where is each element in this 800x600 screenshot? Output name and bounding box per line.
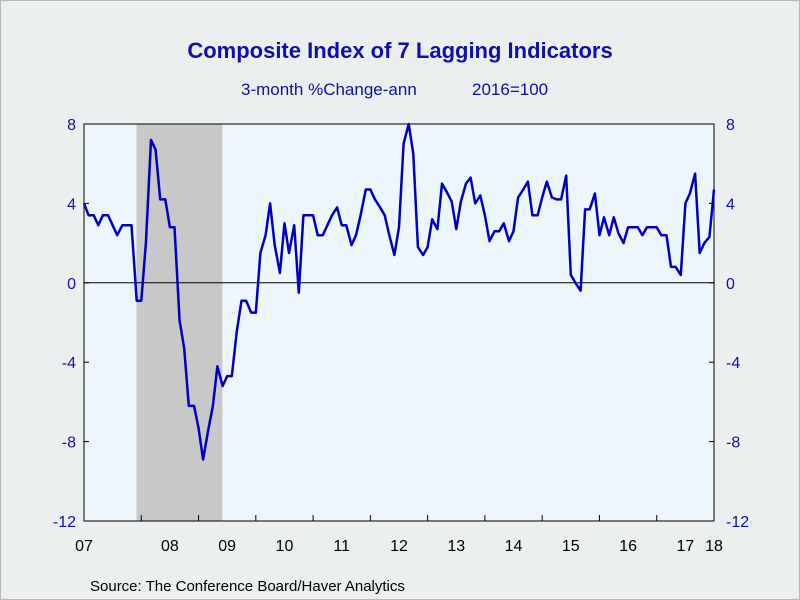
x-tick-label: 07 (75, 538, 93, 555)
x-tick-label: 10 (276, 538, 294, 555)
chart-title: Composite Index of 7 Lagging Indicators (187, 38, 613, 63)
x-tick-label: 12 (390, 538, 408, 555)
y-tick-label-left: 0 (67, 276, 76, 293)
x-tick-label: 15 (562, 538, 580, 555)
x-tick-label: 09 (218, 538, 236, 555)
y-tick-label-right: 4 (726, 196, 735, 213)
plot-border (83, 123, 715, 522)
x-tick-label: 13 (447, 538, 465, 555)
y-tick-label-right: -8 (726, 435, 740, 452)
x-tick-label: 16 (619, 538, 637, 555)
x-tick-label: 14 (505, 538, 523, 555)
y-tick-label-left: -4 (62, 355, 76, 372)
y-tick-label-left: -12 (53, 514, 76, 531)
y-tick-label-right: -12 (726, 514, 749, 531)
series-line (82, 122, 716, 461)
chart-subtitle-measure: 3-month %Change-ann (241, 80, 417, 99)
x-tick-label: 11 (333, 538, 350, 555)
chart-subtitle-base: 2016=100 (472, 80, 549, 99)
x-tick-label: 17 (676, 538, 694, 555)
y-tick-label-left: -8 (62, 435, 76, 452)
chart-source: Source: The Conference Board/Haver Analy… (90, 578, 405, 595)
y-tick-label-left: 8 (67, 117, 76, 134)
x-tick-label: 08 (161, 538, 179, 555)
y-tick-label-right: 0 (726, 276, 735, 293)
y-tick-label-right: -4 (726, 355, 740, 372)
x-tick-label: 18 (705, 538, 723, 555)
y-tick-label-left: 4 (67, 196, 76, 213)
y-tick-label-right: 8 (726, 117, 735, 134)
